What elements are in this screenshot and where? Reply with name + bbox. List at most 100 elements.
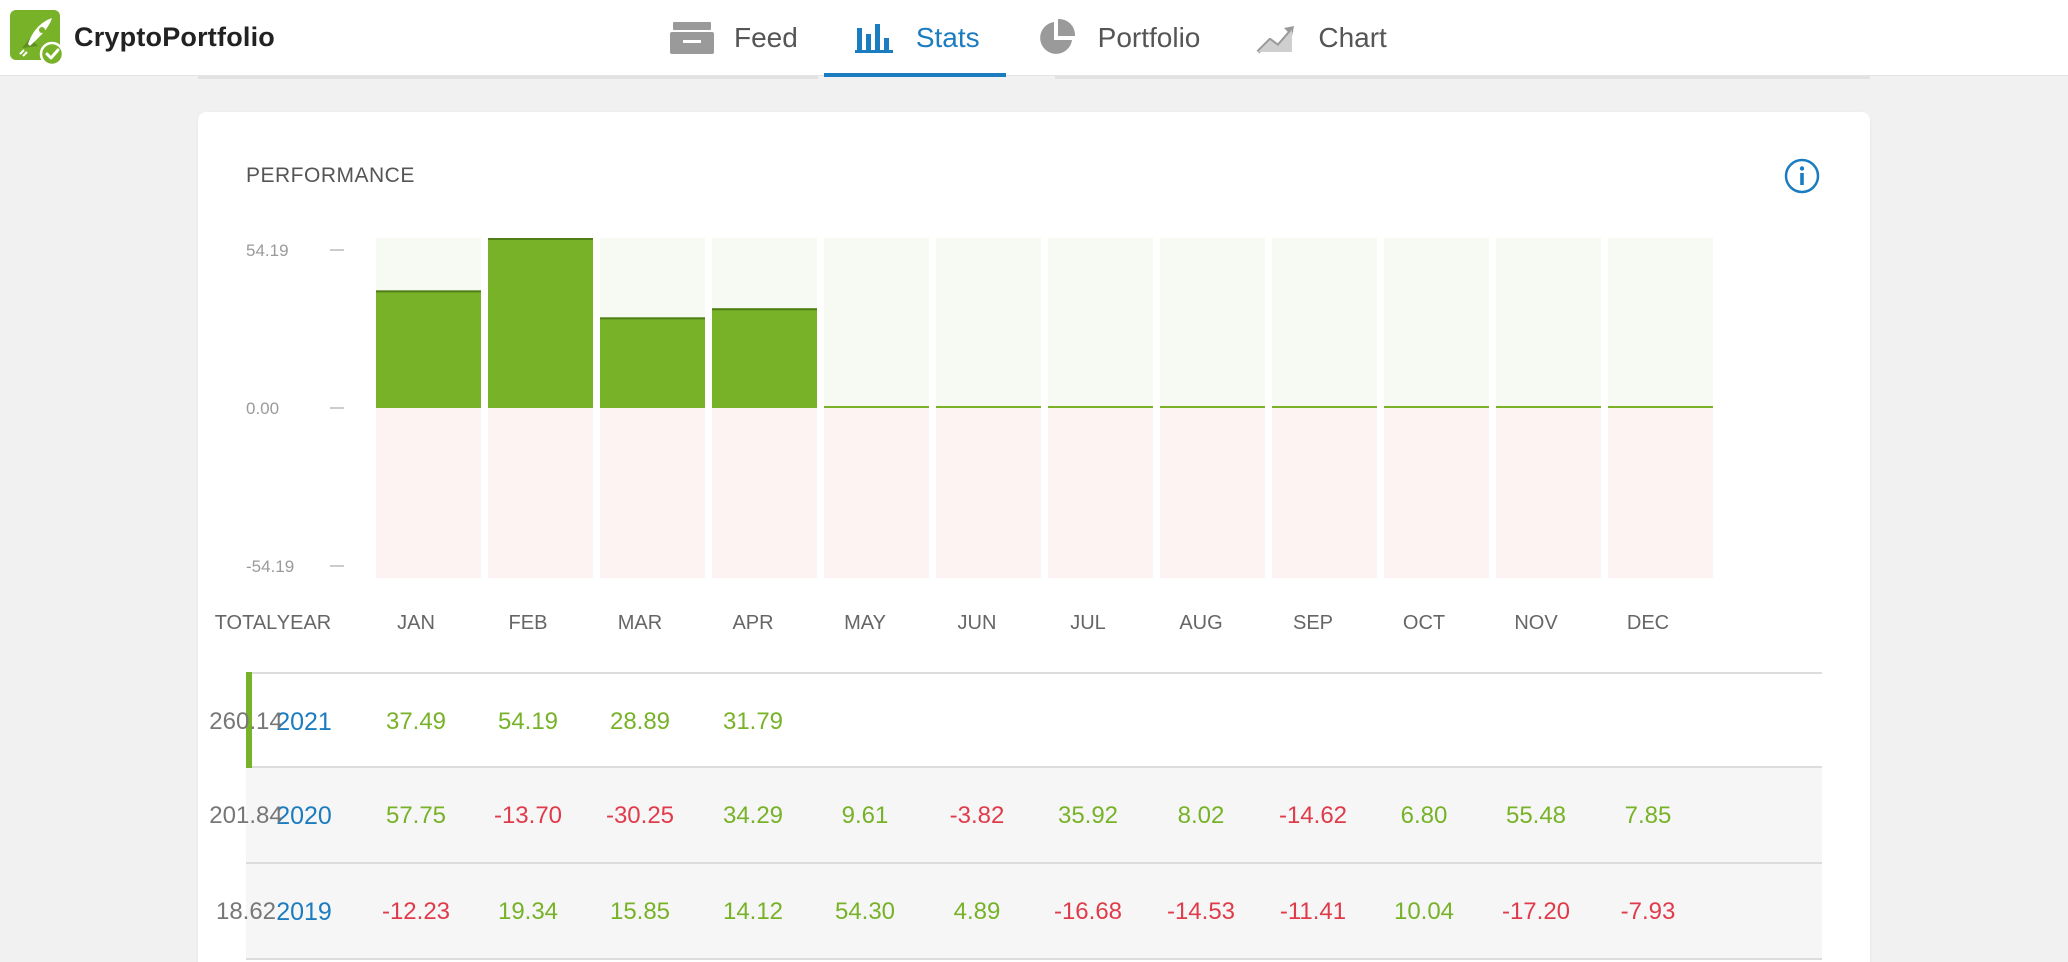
performance-title: PERFORMANCE: [246, 164, 415, 187]
bar-feb[interactable]: [488, 238, 593, 578]
performance-chart: 54.19 0.00 -54.19: [246, 238, 1713, 578]
month-value-cell: 57.75: [385, 802, 447, 829]
bar-value: [1048, 406, 1153, 408]
bar-value: [488, 238, 593, 408]
bar-negative-bg: [1384, 408, 1489, 578]
bar-aug[interactable]: [1160, 238, 1265, 578]
bar-mar[interactable]: [600, 238, 705, 578]
y-tick-label: 54.19: [246, 241, 289, 260]
month-value-cell: -11.41: [1279, 898, 1347, 925]
month-value-cell: -7.93: [1620, 898, 1676, 925]
y-tick-label: 0.00: [246, 399, 279, 418]
month-value-cell: 19.34: [497, 898, 559, 925]
bar-oct[interactable]: [1384, 238, 1489, 578]
stats-icon: [850, 18, 898, 58]
bar-value: [936, 406, 1041, 408]
tab-stats-label: Stats: [915, 22, 980, 53]
bar-negative-bg: [936, 408, 1041, 578]
app-name: CryptoPortfolio: [74, 21, 275, 52]
bar-value: [1384, 406, 1489, 408]
year-row-2021[interactable]: 2021 37.49 54.19 28.89 31.79 260.14: [209, 672, 1822, 768]
bar-negative-bg: [1496, 408, 1601, 578]
tab-stats[interactable]: Stats: [823, 0, 1006, 77]
bar-may[interactable]: [824, 238, 929, 578]
bar-negative-bg: [712, 408, 817, 578]
column-header-mar: MAR: [617, 612, 663, 634]
panel-edge-right: [1055, 76, 1870, 79]
column-header-jul: JUL: [1070, 612, 1106, 634]
column-header-apr: APR: [732, 612, 774, 634]
month-value-cell: 8.02: [1177, 802, 1225, 829]
info-icon[interactable]: [1784, 158, 1820, 194]
column-header-aug: AUG: [1179, 612, 1223, 634]
column-header-jun: JUN: [957, 612, 997, 634]
column-header-feb: FEB: [508, 612, 548, 634]
column-header-dec: DEC: [1626, 612, 1670, 634]
bar-nov[interactable]: [1496, 238, 1601, 578]
month-value-cell: 6.80: [1400, 802, 1448, 829]
tab-feed[interactable]: Feed: [642, 0, 824, 76]
month-value-cell: 54.30: [834, 898, 896, 925]
month-value-cell: -17.20: [1501, 898, 1571, 925]
month-value-cell: -12.23: [381, 898, 451, 925]
bar-top-edge: [376, 290, 481, 293]
year-cell[interactable]: 2019: [276, 898, 332, 926]
tab-chart-label: Chart: [1318, 22, 1387, 53]
total-cell: 260.14: [209, 708, 283, 735]
chart-icon: [1252, 18, 1300, 58]
month-value-cell: 4.89: [953, 898, 1001, 925]
month-value-cell: 34.29: [722, 802, 784, 829]
bar-jun[interactable]: [936, 238, 1041, 578]
bar-negative-bg: [1272, 408, 1377, 578]
column-header-may: MAY: [844, 612, 886, 634]
column-header-year: YEAR: [276, 612, 332, 634]
tab-feed-label: Feed: [734, 22, 798, 53]
month-value-cell: 15.85: [609, 898, 671, 925]
bar-positive-bg: [936, 238, 1041, 408]
tab-portfolio[interactable]: Portfolio: [1006, 0, 1227, 76]
top-bar: CryptoPortfolio Feed: [0, 0, 2068, 77]
bar-value: [1160, 406, 1265, 408]
bar-jan[interactable]: [376, 238, 481, 578]
bar-negative-bg: [824, 408, 929, 578]
rocket-logo-icon: [8, 8, 66, 67]
app-logo[interactable]: CryptoPortfolio: [8, 8, 275, 67]
column-header-jan: JAN: [397, 612, 435, 634]
bar-top-edge: [488, 238, 593, 240]
bar-jul[interactable]: [1048, 238, 1153, 578]
bar-sep[interactable]: [1272, 238, 1377, 578]
bar-value: [1608, 406, 1713, 408]
bar-value: [1496, 406, 1601, 408]
y-tick-label: -54.19: [246, 557, 294, 576]
month-value-cell: 7.85: [1624, 802, 1672, 829]
bar-positive-bg: [1160, 238, 1265, 408]
column-header-oct: OCT: [1402, 612, 1446, 634]
column-header-sep: SEP: [1292, 612, 1334, 634]
y-axis: 54.19 0.00 -54.19: [246, 241, 344, 576]
bar-positive-bg: [1608, 238, 1713, 408]
month-value-cell: 54.19: [497, 708, 559, 735]
portfolio-icon: [1032, 18, 1080, 58]
year-row-2019[interactable]: 2019 -12.23 19.34 15.85 14.12 54.30 4.89 -16.68…: [216, 864, 1822, 960]
bar-negative-bg: [488, 408, 593, 578]
tab-portfolio-label: Portfolio: [1097, 22, 1201, 53]
bar-apr[interactable]: [712, 238, 817, 578]
tab-chart[interactable]: Chart: [1226, 0, 1412, 76]
bar-dec[interactable]: [1608, 238, 1713, 578]
month-header-row: YEAR JAN FEB MAR APR MAY JUN JUL AUG SEP OCT NOV DEC…: [215, 612, 1822, 642]
bar-value: [712, 308, 817, 408]
bar-value: [376, 290, 481, 408]
year-cell[interactable]: 2020: [276, 802, 332, 830]
bar-positive-bg: [1384, 238, 1489, 408]
bar-negative-bg: [1608, 408, 1713, 578]
month-value-cell: 10.04: [1393, 898, 1455, 925]
month-value-cell: 31.79: [722, 708, 784, 735]
bar-top-edge: [600, 317, 705, 320]
year-cell[interactable]: 2021: [276, 708, 332, 736]
year-row-2020[interactable]: 2020 57.75 -13.70 -30.25 34.29 9.61 -3.82 35.92…: [209, 768, 1822, 864]
month-value-cell: 55.48: [1505, 802, 1567, 829]
month-value-cell: 28.89: [609, 708, 671, 735]
month-value-cell: -14.62: [1278, 802, 1348, 829]
performance-card: PERFORMANCE 54.19 0.00 -54.19 YEAR JAN FEB MA…: [198, 112, 1870, 962]
bar-positive-bg: [1048, 238, 1153, 408]
